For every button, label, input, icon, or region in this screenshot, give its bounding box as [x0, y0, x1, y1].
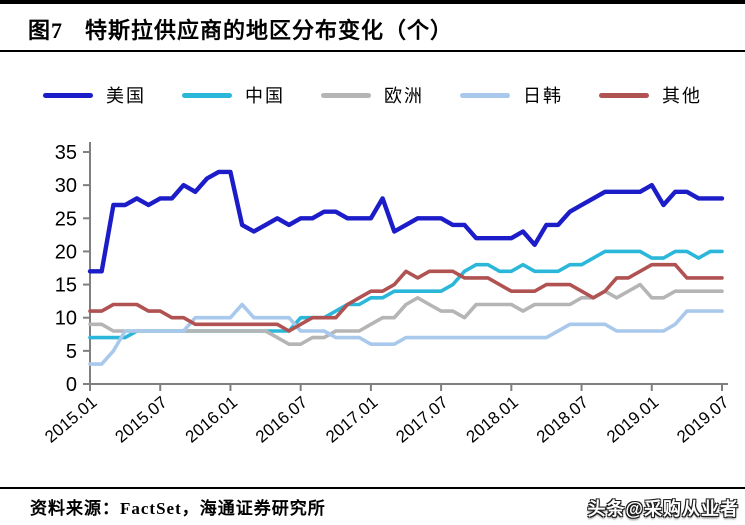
- svg-text:5: 5: [66, 341, 77, 363]
- source-note: 资料来源：FactSet，海通证券研究所: [30, 499, 326, 518]
- svg-text:2018.01: 2018.01: [463, 393, 522, 447]
- svg-text:20: 20: [55, 241, 77, 263]
- legend-swatch-icon: [321, 92, 371, 98]
- legend-swatch-icon: [182, 92, 232, 98]
- svg-text:35: 35: [55, 142, 77, 164]
- figure-number-label: 图7: [28, 18, 64, 43]
- legend-label: 其他: [662, 86, 702, 106]
- legend-item-3: 日韩: [460, 82, 563, 108]
- x-axis-labels: 2015.01 2015.07 2016.01 2016.07 2017.01 2017.…: [41, 384, 733, 447]
- svg-text:25: 25: [55, 208, 77, 230]
- legend-item-4: 其他: [599, 82, 702, 108]
- page-title: 特斯拉供应商的地区分布变化（个）: [85, 18, 454, 43]
- legend-item-1: 中国: [182, 82, 285, 108]
- legend-label: 日韩: [523, 86, 563, 106]
- footer-divider-line: [0, 487, 745, 489]
- svg-text:15: 15: [55, 275, 77, 297]
- svg-text:2016.07: 2016.07: [252, 393, 311, 447]
- legend-swatch-icon: [460, 92, 510, 98]
- legend-label: 欧洲: [384, 86, 424, 106]
- svg-text:2015.07: 2015.07: [112, 393, 171, 447]
- svg-text:10: 10: [55, 308, 77, 330]
- y-axis-labels: 0 5 10 15 20 25 30 35: [55, 142, 90, 396]
- series-lines: [87, 169, 725, 366]
- series-line-2: [88, 282, 724, 346]
- svg-text:2019.07: 2019.07: [673, 393, 732, 447]
- svg-text:2019.01: 2019.01: [603, 393, 662, 447]
- figure-header: 图7 特斯拉供应商的地区分布变化（个）: [28, 10, 728, 48]
- legend-swatch-icon: [43, 92, 93, 98]
- top-border-bar: [0, 0, 745, 4]
- legend-label: 美国: [106, 86, 146, 106]
- chart-area: 0 5 10 15 20 25 30 35 2015.01 2015.07 2016.01 2016.…: [0, 116, 745, 478]
- svg-text:2015.01: 2015.01: [41, 393, 100, 447]
- svg-text:2017.01: 2017.01: [322, 393, 381, 447]
- watermark-text: 头条@采购从业者: [587, 499, 739, 519]
- legend-swatch-icon: [599, 92, 649, 98]
- svg-text:30: 30: [55, 175, 77, 197]
- series-line-4: [88, 262, 724, 333]
- svg-text:2018.07: 2018.07: [533, 393, 592, 447]
- line-chart: 0 5 10 15 20 25 30 35 2015.01 2015.07 2016.01 2016.…: [41, 142, 733, 447]
- series-line-3: [88, 302, 724, 366]
- legend-item-0: 美国: [43, 82, 146, 108]
- axes: [89, 142, 728, 385]
- chart-legend: 美国 中国 欧洲 日韩 其他: [0, 82, 745, 108]
- svg-text:2016.01: 2016.01: [182, 393, 241, 447]
- svg-text:2017.07: 2017.07: [392, 393, 451, 447]
- legend-item-2: 欧洲: [321, 82, 424, 108]
- series-line-1: [88, 249, 724, 340]
- legend-label: 中国: [245, 86, 285, 106]
- header-divider-line: [0, 50, 745, 52]
- series-line-0: [87, 169, 725, 274]
- svg-text:0: 0: [66, 374, 77, 396]
